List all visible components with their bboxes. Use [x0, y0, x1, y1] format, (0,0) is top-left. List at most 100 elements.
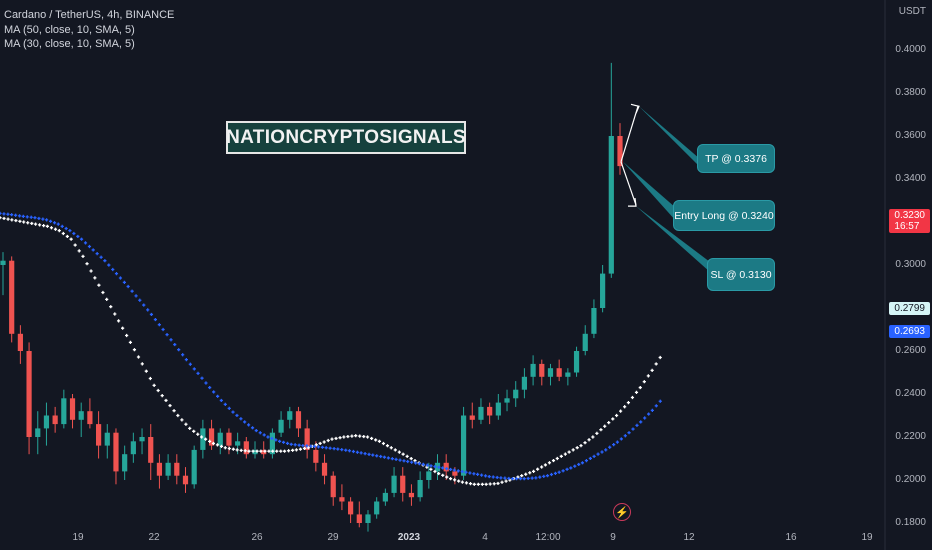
lightning-icon[interactable]: ⚡	[613, 503, 631, 521]
ma-point	[448, 477, 453, 481]
ma-point	[328, 446, 332, 450]
ma-point	[132, 348, 137, 352]
ma-point	[456, 469, 460, 473]
candle-body	[52, 415, 58, 425]
y-tick-label: 0.1800	[895, 517, 926, 528]
candle-body	[547, 368, 554, 377]
candle-body	[348, 501, 354, 515]
ma-point	[93, 276, 97, 280]
ma-point	[611, 417, 615, 421]
ma-point	[289, 442, 293, 446]
ma-point	[152, 383, 156, 387]
ma-point	[277, 439, 282, 443]
ma-point	[441, 466, 445, 470]
candle	[295, 406, 302, 437]
ma-point	[526, 476, 530, 481]
ma-point	[421, 462, 425, 466]
candle	[43, 402, 50, 446]
ma-point	[393, 448, 397, 452]
candle-body	[278, 419, 284, 433]
ma30-line	[0, 211, 662, 481]
candle-body	[356, 514, 362, 523]
ma-point	[626, 401, 631, 405]
ma-point	[61, 231, 65, 236]
entry-callout-tail	[623, 161, 676, 221]
ma-point	[254, 428, 258, 433]
candle	[382, 488, 388, 506]
candle	[565, 368, 571, 386]
ma-point	[592, 454, 596, 458]
ma-point	[14, 213, 18, 217]
ma-point	[643, 416, 647, 420]
ma-point	[658, 355, 662, 360]
candle-body	[504, 398, 510, 403]
candle	[487, 402, 493, 425]
ma-point	[344, 448, 348, 452]
ma-point	[87, 244, 92, 249]
ma-point	[2, 216, 6, 221]
ma-point	[81, 254, 85, 258]
ma-point	[524, 472, 528, 476]
ma-point	[630, 395, 635, 400]
ma-point	[53, 227, 58, 231]
axis-currency: USDT	[898, 6, 926, 17]
ma50-legend[interactable]: MA (50, close, 10, SMA, 5)	[4, 24, 135, 36]
candle-body	[208, 428, 215, 446]
ma-point	[437, 465, 441, 469]
candle	[130, 432, 136, 463]
ma-point	[274, 438, 278, 442]
candle	[61, 389, 67, 429]
ma-point	[72, 231, 76, 236]
ma-point	[101, 290, 105, 295]
ma30-legend[interactable]: MA (30, close, 10, SMA, 5)	[4, 38, 135, 50]
candle-body	[417, 480, 423, 498]
ma-point	[425, 463, 429, 467]
candle-body	[513, 389, 519, 399]
ma-point	[188, 362, 192, 366]
candle-body	[617, 136, 623, 167]
candle	[556, 359, 562, 382]
ma-point	[483, 474, 488, 478]
ma-point	[294, 448, 299, 452]
ma-point	[542, 474, 546, 478]
ma-point	[271, 449, 275, 453]
candle	[365, 510, 371, 532]
sl-callout[interactable]: SL @ 0.3130	[707, 258, 775, 291]
ma-point	[255, 449, 259, 453]
tp-callout[interactable]: TP @ 0.3376	[697, 144, 775, 173]
entry-callout[interactable]: Entry Long @ 0.3240	[673, 200, 775, 231]
ma-point	[650, 408, 654, 412]
ma-point	[172, 409, 176, 413]
candle	[174, 454, 180, 485]
candle	[608, 62, 614, 278]
ma-point	[522, 477, 526, 481]
candle	[547, 363, 554, 386]
ma-point	[126, 284, 130, 289]
ma-point	[487, 474, 491, 479]
candle	[208, 419, 215, 450]
ma-point	[14, 218, 18, 223]
current-price-tag: 0.3230 16:57	[889, 209, 930, 233]
ma-point	[109, 305, 113, 309]
ma-point	[575, 446, 579, 450]
ma-point	[298, 447, 303, 451]
candle-body	[608, 136, 614, 274]
ma-point	[181, 353, 185, 357]
ma-point	[612, 443, 616, 447]
candle	[530, 355, 536, 386]
ma-point	[635, 423, 639, 427]
ma-point	[270, 436, 274, 441]
ma-point	[208, 439, 212, 443]
candle-body	[582, 333, 588, 351]
candle-body	[530, 363, 536, 377]
ma-point	[631, 427, 635, 431]
ma-point	[547, 461, 552, 465]
candle-body	[156, 462, 163, 476]
candle-body	[235, 441, 241, 446]
ma30-value-tag: 0.2693	[889, 325, 930, 338]
ma-point	[362, 434, 366, 439]
candle-body	[200, 428, 206, 450]
ma-point	[38, 223, 42, 227]
ma-point	[116, 319, 121, 323]
